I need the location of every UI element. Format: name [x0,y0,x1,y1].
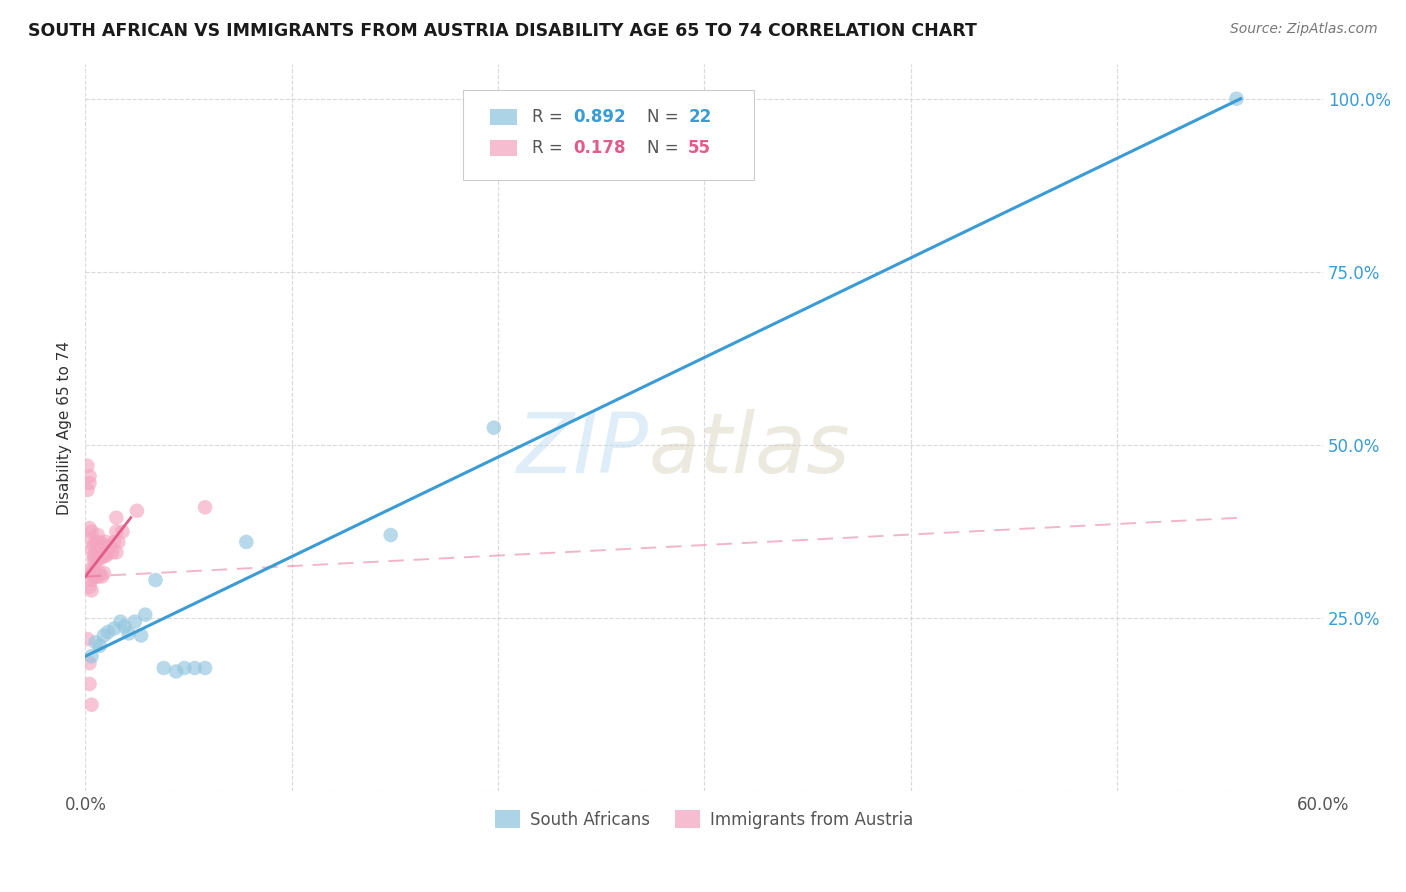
Point [105,510,128,524]
Point [90,538,112,552]
Point [89,552,111,566]
Point [84,635,107,649]
Point [89,639,111,653]
Point [152,661,174,675]
Text: SOUTH AFRICAN VS IMMIGRANTS FROM AUSTRIA DISABILITY AGE 65 TO 74 CORRELATION CHA: SOUTH AFRICAN VS IMMIGRANTS FROM AUSTRIA… [28,22,977,40]
Point [103,535,125,549]
Point [79,469,101,483]
Point [134,607,156,622]
Point [111,524,134,539]
Point [84,566,107,581]
Point [76,632,98,646]
Point [107,535,129,549]
Point [90,569,112,583]
Point [93,566,115,581]
Point [145,573,167,587]
Legend: South Africans, Immigrants from Austria: South Africans, Immigrants from Austria [488,804,920,835]
Point [83,566,105,581]
Point [194,500,217,515]
Y-axis label: Disability Age 65 to 74: Disability Age 65 to 74 [58,341,72,515]
Text: R =: R = [533,138,568,157]
Point [129,628,152,642]
Point [183,661,205,675]
Point [84,545,107,559]
Point [94,535,117,549]
Point [173,661,195,675]
Text: ZIP: ZIP [516,409,648,490]
Point [94,549,117,563]
FancyBboxPatch shape [463,89,754,180]
Point [87,552,110,566]
Point [165,665,187,679]
Point [80,649,103,664]
Point [90,549,112,563]
Point [118,626,141,640]
Point [380,528,402,542]
Point [1225,92,1247,106]
Point [124,615,146,629]
Point [84,569,107,583]
Point [97,625,120,640]
Point [80,566,103,581]
Point [76,483,98,497]
Point [76,458,98,473]
Text: 22: 22 [688,108,711,126]
Text: R =: R = [533,108,568,126]
Point [79,563,101,577]
Point [89,535,111,549]
Point [80,573,103,587]
Point [80,698,103,712]
Point [79,476,101,491]
Point [79,656,101,670]
Point [93,628,115,642]
Point [89,566,111,581]
Text: N =: N = [647,138,685,157]
Point [80,532,103,546]
Point [110,615,132,629]
Text: 0.178: 0.178 [574,138,626,157]
Point [83,549,105,563]
Text: Source: ZipAtlas.com: Source: ZipAtlas.com [1230,22,1378,37]
Bar [491,109,517,125]
Point [125,504,148,518]
Point [101,545,124,559]
Point [87,569,110,583]
Point [114,619,136,633]
Point [87,538,110,552]
Point [80,583,103,598]
Point [79,521,101,535]
Point [87,528,110,542]
Point [80,524,103,539]
Point [98,538,121,552]
Text: 0.892: 0.892 [574,108,626,126]
Point [80,541,103,556]
Point [482,420,505,434]
Point [79,677,101,691]
Point [93,538,115,552]
Point [194,661,217,675]
Point [93,549,115,563]
Text: N =: N = [647,108,685,126]
Point [235,535,257,549]
Point [83,538,105,552]
Point [89,541,111,556]
Bar [491,140,517,156]
Point [105,524,128,539]
Point [105,545,128,559]
Point [83,552,105,566]
Text: atlas: atlas [648,409,851,490]
Point [84,535,107,549]
Point [84,552,107,566]
Point [83,569,105,583]
Point [97,545,120,559]
Point [83,563,105,577]
Text: 55: 55 [688,138,711,157]
Point [79,580,101,594]
Point [103,622,125,636]
